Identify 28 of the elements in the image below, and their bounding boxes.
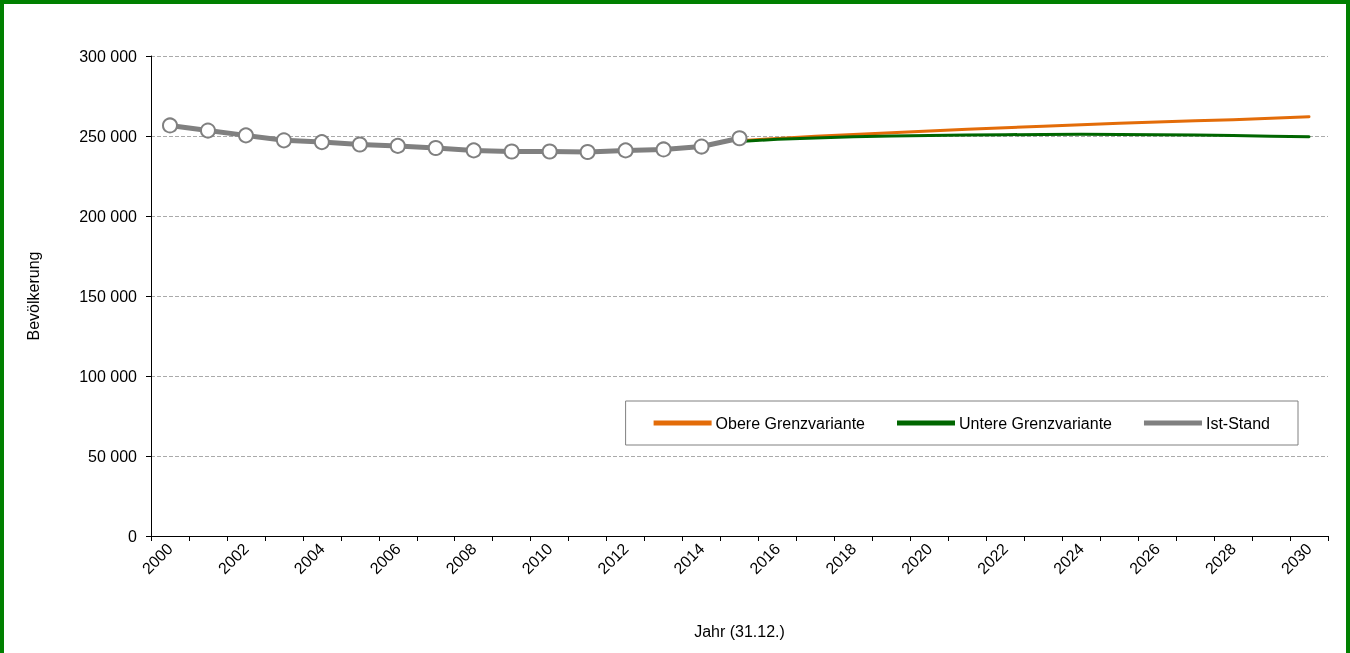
point (693, 138, 710, 155)
y-tick-label: 0 (128, 527, 138, 545)
legend-label: Obere Grenzvariante (715, 414, 866, 432)
point (389, 137, 406, 154)
point (237, 127, 254, 144)
point (731, 130, 748, 147)
y-tick-label: 250 000 (79, 127, 138, 145)
y-tick-label: 300 000 (79, 47, 138, 65)
point (427, 140, 444, 156)
y-tick-label: 150 000 (79, 287, 138, 305)
point (579, 144, 596, 160)
point (351, 136, 368, 153)
legend-label: Ist-Stand (1205, 414, 1270, 432)
point (465, 142, 482, 159)
point (655, 141, 672, 158)
y-tick-label: 200 000 (79, 207, 138, 225)
point (162, 117, 178, 134)
y-tick-label: 100 000 (79, 367, 138, 385)
point (541, 143, 558, 160)
y-tick-label: 50 000 (88, 447, 138, 465)
point (617, 142, 634, 159)
y-axis-title: Bevölkerung (24, 251, 42, 341)
x-axis-title: Jahr (31.12.) (694, 622, 785, 640)
point (313, 134, 330, 151)
point (199, 122, 216, 139)
point (503, 143, 520, 160)
point (275, 132, 292, 149)
legend-label: Untere Grenzvariante (959, 414, 1113, 432)
